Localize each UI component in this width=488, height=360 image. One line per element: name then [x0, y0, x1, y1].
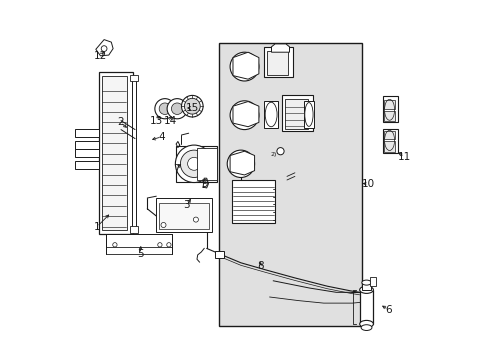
Bar	[75, 149, 99, 157]
Text: 1: 1	[93, 222, 100, 232]
Bar	[384, 100, 394, 109]
Bar	[361, 283, 370, 290]
Circle shape	[235, 106, 253, 125]
Circle shape	[181, 95, 203, 117]
Circle shape	[171, 103, 183, 114]
Bar	[384, 141, 394, 152]
Text: 12: 12	[94, 51, 107, 61]
Bar	[106, 234, 172, 248]
Ellipse shape	[264, 102, 277, 127]
Bar	[156, 198, 212, 232]
Polygon shape	[232, 52, 258, 79]
Bar	[159, 203, 208, 229]
Circle shape	[232, 155, 249, 172]
Circle shape	[175, 145, 212, 183]
Text: 2): 2)	[270, 152, 277, 157]
Bar	[215, 251, 224, 258]
Bar	[231, 180, 275, 223]
Bar	[359, 290, 373, 324]
Circle shape	[166, 243, 171, 247]
Circle shape	[227, 150, 254, 177]
Circle shape	[235, 57, 253, 76]
Bar	[303, 101, 313, 128]
Bar	[266, 51, 287, 75]
Text: 3: 3	[183, 200, 190, 210]
Circle shape	[276, 148, 284, 155]
Circle shape	[167, 99, 187, 119]
Text: 9: 9	[201, 179, 208, 189]
Bar	[132, 76, 136, 230]
Circle shape	[113, 243, 117, 247]
Text: 15: 15	[185, 103, 199, 113]
Bar	[106, 247, 172, 254]
Bar	[264, 47, 292, 77]
Circle shape	[240, 62, 248, 71]
Text: 14: 14	[164, 116, 177, 126]
Bar	[369, 277, 375, 286]
Ellipse shape	[359, 320, 373, 328]
Bar	[75, 129, 99, 137]
Circle shape	[180, 150, 207, 177]
Polygon shape	[271, 44, 289, 52]
Bar	[176, 146, 217, 182]
Ellipse shape	[361, 325, 371, 330]
Text: 6: 6	[385, 305, 391, 315]
Polygon shape	[96, 40, 113, 56]
Circle shape	[230, 101, 258, 130]
Bar	[99, 72, 133, 234]
Text: 8: 8	[257, 261, 264, 271]
Bar	[384, 131, 394, 139]
Bar	[75, 161, 99, 169]
Circle shape	[155, 99, 175, 119]
Bar	[264, 101, 277, 128]
Ellipse shape	[359, 286, 373, 293]
Text: 10: 10	[362, 179, 374, 189]
Bar	[130, 75, 138, 81]
Bar	[384, 111, 394, 121]
Bar	[75, 141, 99, 149]
Circle shape	[158, 243, 162, 247]
Circle shape	[193, 217, 198, 222]
Polygon shape	[232, 102, 258, 127]
Bar	[102, 76, 126, 230]
Bar	[284, 99, 307, 129]
Circle shape	[161, 222, 166, 228]
Bar	[197, 148, 216, 180]
Bar	[282, 95, 312, 131]
Text: 4: 4	[158, 132, 164, 142]
Bar	[219, 43, 361, 326]
Circle shape	[187, 157, 200, 170]
Text: 13: 13	[149, 116, 163, 126]
Bar	[382, 96, 397, 122]
Circle shape	[101, 46, 107, 51]
Circle shape	[230, 52, 258, 81]
Bar	[382, 129, 397, 153]
Ellipse shape	[304, 103, 312, 126]
Polygon shape	[230, 151, 254, 175]
Text: 5: 5	[137, 249, 143, 259]
Text: 11: 11	[397, 152, 410, 162]
Circle shape	[184, 98, 200, 114]
Text: 2: 2	[117, 117, 123, 127]
Text: 7: 7	[172, 164, 179, 174]
Bar	[130, 226, 138, 233]
Circle shape	[159, 103, 170, 114]
Circle shape	[240, 111, 248, 120]
Ellipse shape	[361, 280, 370, 285]
